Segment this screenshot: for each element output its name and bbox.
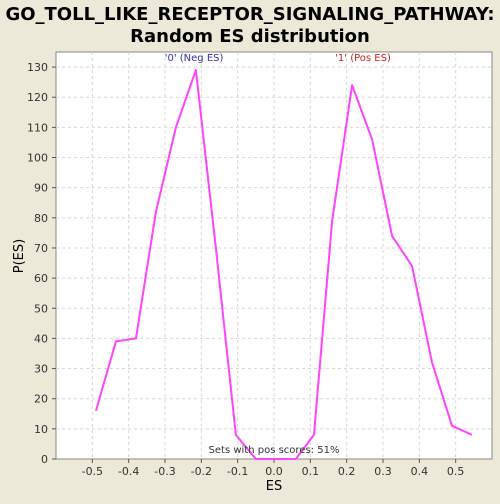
x-axis-label: ES xyxy=(266,479,282,494)
y-tick-label: 90 xyxy=(34,182,48,195)
x-tick-label: -0.1 xyxy=(227,465,248,478)
y-tick-label: 100 xyxy=(27,152,48,165)
series-line xyxy=(95,69,473,460)
x-tick-label: 0.1 xyxy=(302,465,320,478)
y-tick-label: 10 xyxy=(34,423,48,436)
y-tick-label: 60 xyxy=(34,272,48,285)
y-tick-label: 80 xyxy=(34,212,48,225)
series xyxy=(95,69,473,460)
annotation-label: '1' (Pos ES) xyxy=(335,53,391,64)
y-tick-label: 30 xyxy=(34,363,48,376)
x-tick-label: 0.0 xyxy=(265,465,283,478)
x-tick-label: 0.5 xyxy=(447,465,465,478)
y-tick-label: 50 xyxy=(34,302,48,315)
y-tick-label: 110 xyxy=(27,121,48,134)
y-tick-label: 130 xyxy=(27,61,48,74)
y-axis-label: P(ES) xyxy=(12,239,27,273)
x-tick-label: 0.2 xyxy=(338,465,356,478)
grid xyxy=(56,52,492,459)
x-tick-label: 0.4 xyxy=(411,465,429,478)
annotation-label: '0' (Neg ES) xyxy=(165,53,224,64)
axes: 0 10 20 30 40 50 60 70 80 90 100 110 120 130 -0.5 -0.4 -… xyxy=(27,61,464,478)
y-tick-label: 70 xyxy=(34,242,48,255)
x-tick-label: -0.4 xyxy=(118,465,139,478)
x-tick-label: 0.3 xyxy=(374,465,392,478)
annotations: '0' (Neg ES) '1' (Pos ES) Sets with pos sc… xyxy=(165,53,391,456)
chart-title-line1: GO_TOLL_LIKE_RECEPTOR_SIGNALING_PATHWAY: xyxy=(5,4,494,25)
y-tick-label: 0 xyxy=(41,453,48,466)
x-tick-label: -0.2 xyxy=(191,465,212,478)
x-tick-label: -0.5 xyxy=(82,465,103,478)
y-tick-label: 20 xyxy=(34,393,48,406)
y-tick-label: 40 xyxy=(34,332,48,345)
annotation-label: Sets with pos scores: 51% xyxy=(209,445,340,456)
chart-title-line2: Random ES distribution xyxy=(130,26,370,47)
x-tick-label: -0.3 xyxy=(154,465,175,478)
y-tick-label: 120 xyxy=(27,91,48,104)
